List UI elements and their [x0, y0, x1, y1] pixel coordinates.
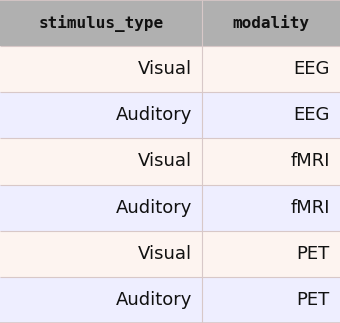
Bar	[0, 184, 202, 231]
Text: Auditory: Auditory	[116, 106, 192, 124]
Bar	[0, 0, 202, 46]
Text: EEG: EEG	[293, 106, 330, 124]
Bar	[202, 0, 340, 46]
Text: Auditory: Auditory	[116, 291, 192, 309]
Text: Visual: Visual	[138, 245, 192, 263]
Bar	[0, 277, 202, 323]
Bar	[0, 46, 202, 92]
Text: fMRI: fMRI	[290, 152, 330, 171]
Text: PET: PET	[296, 245, 330, 263]
Text: Auditory: Auditory	[116, 199, 192, 217]
Bar	[202, 92, 340, 139]
Bar	[202, 139, 340, 184]
Bar	[202, 184, 340, 231]
Text: PET: PET	[296, 291, 330, 309]
Text: Visual: Visual	[138, 152, 192, 171]
Text: modality: modality	[233, 15, 310, 31]
Text: fMRI: fMRI	[290, 199, 330, 217]
Bar	[202, 46, 340, 92]
Text: stimulus_type: stimulus_type	[38, 15, 164, 32]
Text: EEG: EEG	[293, 60, 330, 78]
Text: Visual: Visual	[138, 60, 192, 78]
Bar	[202, 231, 340, 277]
Bar	[0, 92, 202, 139]
Bar	[0, 139, 202, 184]
Bar	[0, 231, 202, 277]
Bar	[202, 277, 340, 323]
